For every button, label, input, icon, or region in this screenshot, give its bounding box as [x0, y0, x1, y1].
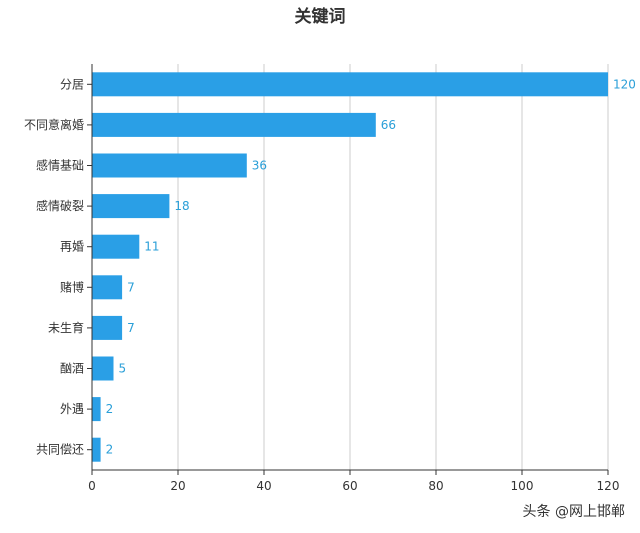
category-label: 感情基础 — [36, 158, 84, 173]
bar — [92, 397, 101, 422]
category-label: 共同偿还 — [36, 442, 84, 457]
x-tick-label: 80 — [428, 479, 443, 493]
watermark-text: 头条 @网上邯郸 — [523, 503, 625, 520]
category-label: 外遇 — [60, 402, 84, 416]
data-label: 36 — [252, 159, 267, 173]
category-label: 赌博 — [60, 279, 84, 294]
x-tick-label: 60 — [342, 479, 357, 493]
chart-title: 关键词 — [295, 6, 346, 27]
category-label: 酗酒 — [60, 362, 84, 376]
x-tick-label: 120 — [597, 479, 620, 493]
labels: 0 20 40 60 80 100 120 分居 120 不同意离婚 66 感情基础 36 感情破裂 18 再… — [24, 77, 636, 493]
data-label: 11 — [144, 240, 159, 254]
data-label: 18 — [174, 199, 189, 213]
data-label: 66 — [381, 118, 396, 132]
bar — [92, 315, 123, 340]
data-label: 2 — [106, 443, 114, 457]
bar — [92, 112, 376, 137]
category-label: 再婚 — [60, 240, 84, 254]
bar — [92, 153, 247, 178]
category-label: 分居 — [60, 77, 84, 91]
data-label: 7 — [127, 321, 135, 335]
x-tick-label: 100 — [511, 479, 534, 493]
bar — [92, 437, 101, 462]
category-label: 不同意离婚 — [24, 117, 84, 132]
bar — [92, 275, 123, 300]
x-tick-label: 0 — [88, 479, 96, 493]
bar — [92, 356, 114, 381]
bar — [92, 72, 608, 97]
category-label: 未生育 — [48, 320, 84, 335]
bar — [92, 234, 140, 259]
data-label: 120 — [613, 77, 636, 91]
bar — [92, 194, 170, 219]
data-label: 5 — [119, 362, 127, 376]
axes — [87, 64, 609, 475]
data-label: 2 — [106, 402, 114, 416]
data-label: 7 — [127, 280, 135, 294]
category-label: 感情破裂 — [36, 198, 84, 213]
bars — [92, 72, 608, 462]
x-tick-label: 40 — [256, 479, 271, 493]
x-tick-label: 20 — [170, 479, 185, 493]
